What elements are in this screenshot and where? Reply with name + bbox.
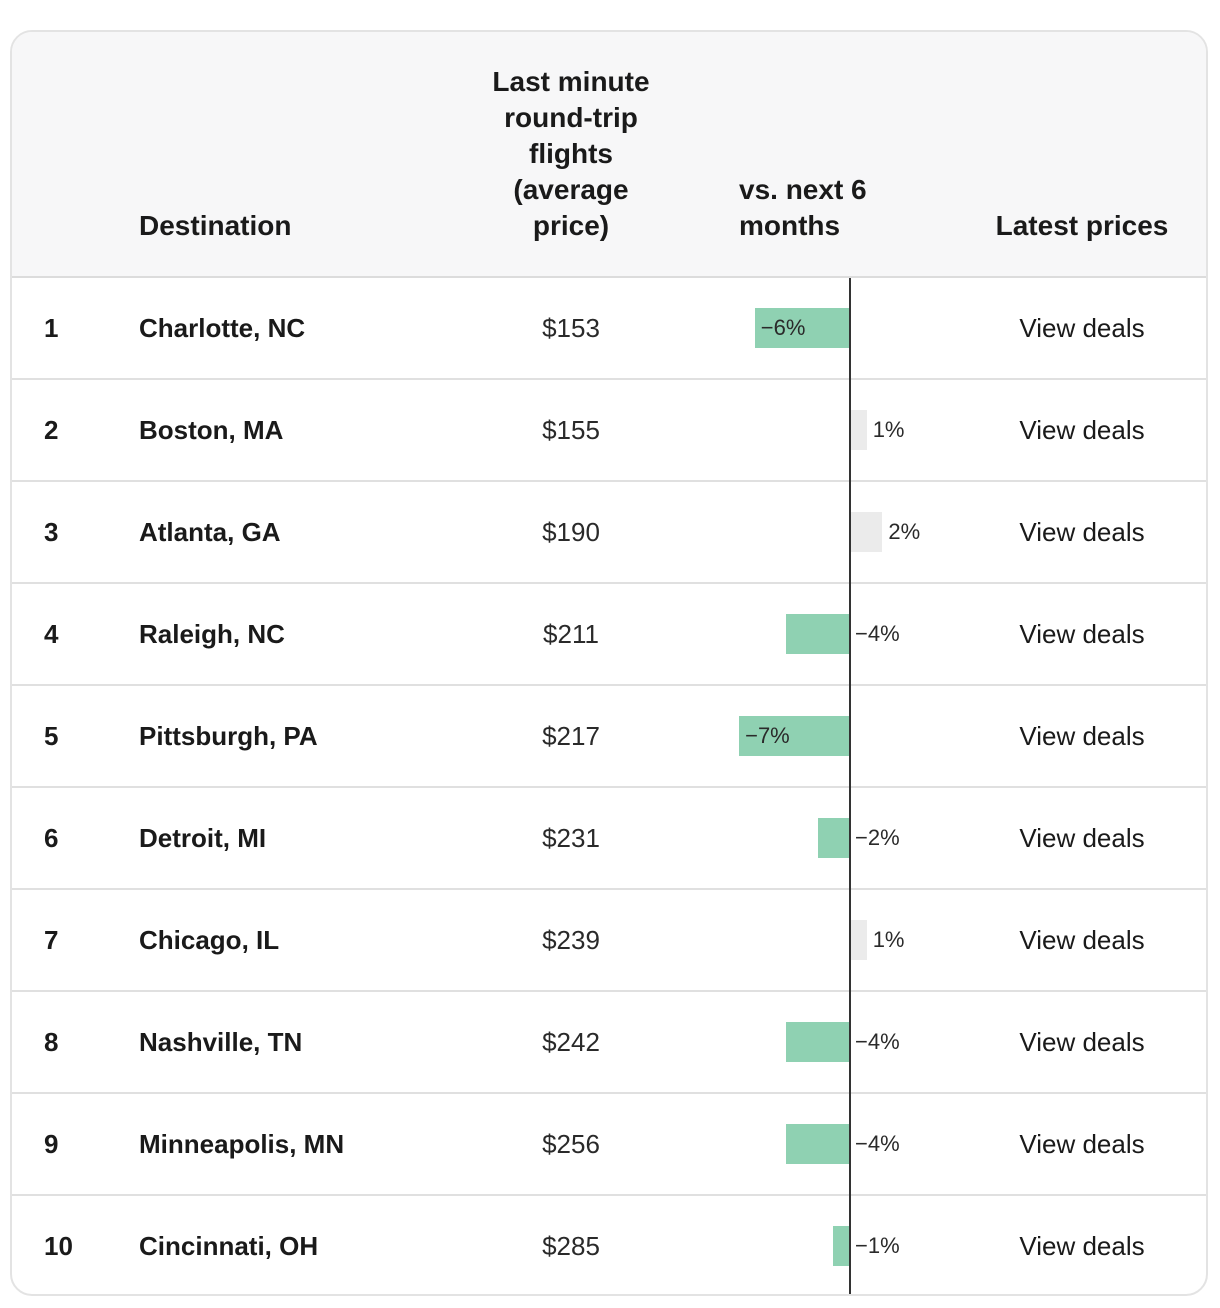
average-price: $242 <box>542 1027 600 1057</box>
header-latest-prices: Latest prices <box>995 210 1169 241</box>
header-vs-next-6-months: vs. next 6 months <box>739 174 867 241</box>
destination-name: Pittsburgh, PA <box>139 721 318 751</box>
change-bar <box>754 308 849 348</box>
rank-number: 9 <box>44 1129 59 1159</box>
change-label: 2% <box>888 519 921 544</box>
rank-number: 2 <box>44 415 59 445</box>
table-row: 1 Charlotte, NC $153 −6% View deals <box>12 278 1206 380</box>
table-row: 6 Detroit, MI $231 −2% View deals <box>12 788 1206 890</box>
change-label: −7% <box>745 723 790 748</box>
average-price: $231 <box>542 823 600 853</box>
price-table-card: Destination Last minute round-trip fligh… <box>10 30 1208 1296</box>
change-bar <box>739 716 849 756</box>
change-label: −2% <box>855 825 900 850</box>
destination-name: Boston, MA <box>139 415 284 445</box>
view-deals-link[interactable]: View deals <box>1019 823 1145 853</box>
table-row: 5 Pittsburgh, PA $217 −7% View deals <box>12 686 1206 788</box>
change-label: −6% <box>760 315 806 340</box>
table-row: 9 Minneapolis, MN $256 −4% View deals <box>12 1094 1206 1196</box>
view-deals-link[interactable]: View deals <box>1019 1027 1145 1057</box>
change-bar <box>786 1124 849 1164</box>
average-price: $285 <box>542 1231 600 1261</box>
rank-number: 3 <box>44 517 59 547</box>
table-row: 3 Atlanta, GA $190 2% View deals <box>12 482 1206 584</box>
destination-name: Raleigh, NC <box>139 619 285 649</box>
rank-number: 10 <box>44 1231 73 1261</box>
change-label: −4% <box>855 1029 900 1054</box>
average-price: $239 <box>542 925 600 955</box>
change-bar <box>833 1226 849 1266</box>
destination-name: Charlotte, NC <box>139 313 306 343</box>
change-label: −4% <box>855 621 900 646</box>
change-label: 1% <box>872 417 905 442</box>
change-bar <box>851 410 867 450</box>
rank-number: 5 <box>44 721 59 751</box>
view-deals-link[interactable]: View deals <box>1019 1129 1145 1159</box>
average-price: $155 <box>542 415 600 445</box>
change-bar <box>817 818 849 858</box>
table-row: 8 Nashville, TN $242 −4% View deals <box>12 992 1206 1094</box>
view-deals-link[interactable]: View deals <box>1019 313 1145 343</box>
destination-name: Cincinnati, OH <box>139 1231 319 1261</box>
change-bar <box>851 920 867 960</box>
rank-number: 4 <box>44 619 59 649</box>
average-price: $256 <box>542 1129 600 1159</box>
change-label: −4% <box>855 1131 900 1156</box>
change-bar <box>786 1022 849 1062</box>
rank-number: 6 <box>44 823 59 853</box>
view-deals-link[interactable]: View deals <box>1019 415 1145 445</box>
destination-name: Nashville, TN <box>139 1027 303 1057</box>
change-label: −1% <box>855 1233 900 1258</box>
header-average-price: Last minute round-trip flights (average … <box>492 66 650 241</box>
destination-name: Chicago, IL <box>139 925 280 955</box>
header-destination: Destination <box>139 210 292 241</box>
view-deals-link[interactable]: View deals <box>1019 1231 1145 1261</box>
table-row: 10 Cincinnati, OH $285 −1% View deals <box>12 1196 1206 1294</box>
change-bar <box>786 614 849 654</box>
average-price: $153 <box>542 313 600 343</box>
rank-number: 7 <box>44 925 59 955</box>
average-price: $217 <box>542 721 600 751</box>
view-deals-link[interactable]: View deals <box>1019 721 1145 751</box>
rank-number: 8 <box>44 1027 59 1057</box>
change-label: 1% <box>872 927 905 952</box>
average-price: $211 <box>543 619 599 649</box>
table-header: Destination Last minute round-trip fligh… <box>12 32 1206 278</box>
change-bar <box>851 512 883 552</box>
view-deals-link[interactable]: View deals <box>1019 517 1145 547</box>
destination-name: Minneapolis, MN <box>139 1129 345 1159</box>
view-deals-link[interactable]: View deals <box>1019 619 1145 649</box>
table-row: 2 Boston, MA $155 1% View deals <box>12 380 1206 482</box>
destination-name: Atlanta, GA <box>139 517 281 547</box>
table-row: 7 Chicago, IL $239 1% View deals <box>12 890 1206 992</box>
rank-number: 1 <box>44 313 59 343</box>
view-deals-link[interactable]: View deals <box>1019 925 1145 955</box>
change-zero-axis <box>849 278 851 1294</box>
table-row: 4 Raleigh, NC $211 −4% View deals <box>12 584 1206 686</box>
destination-name: Detroit, MI <box>139 823 267 853</box>
average-price: $190 <box>542 517 600 547</box>
